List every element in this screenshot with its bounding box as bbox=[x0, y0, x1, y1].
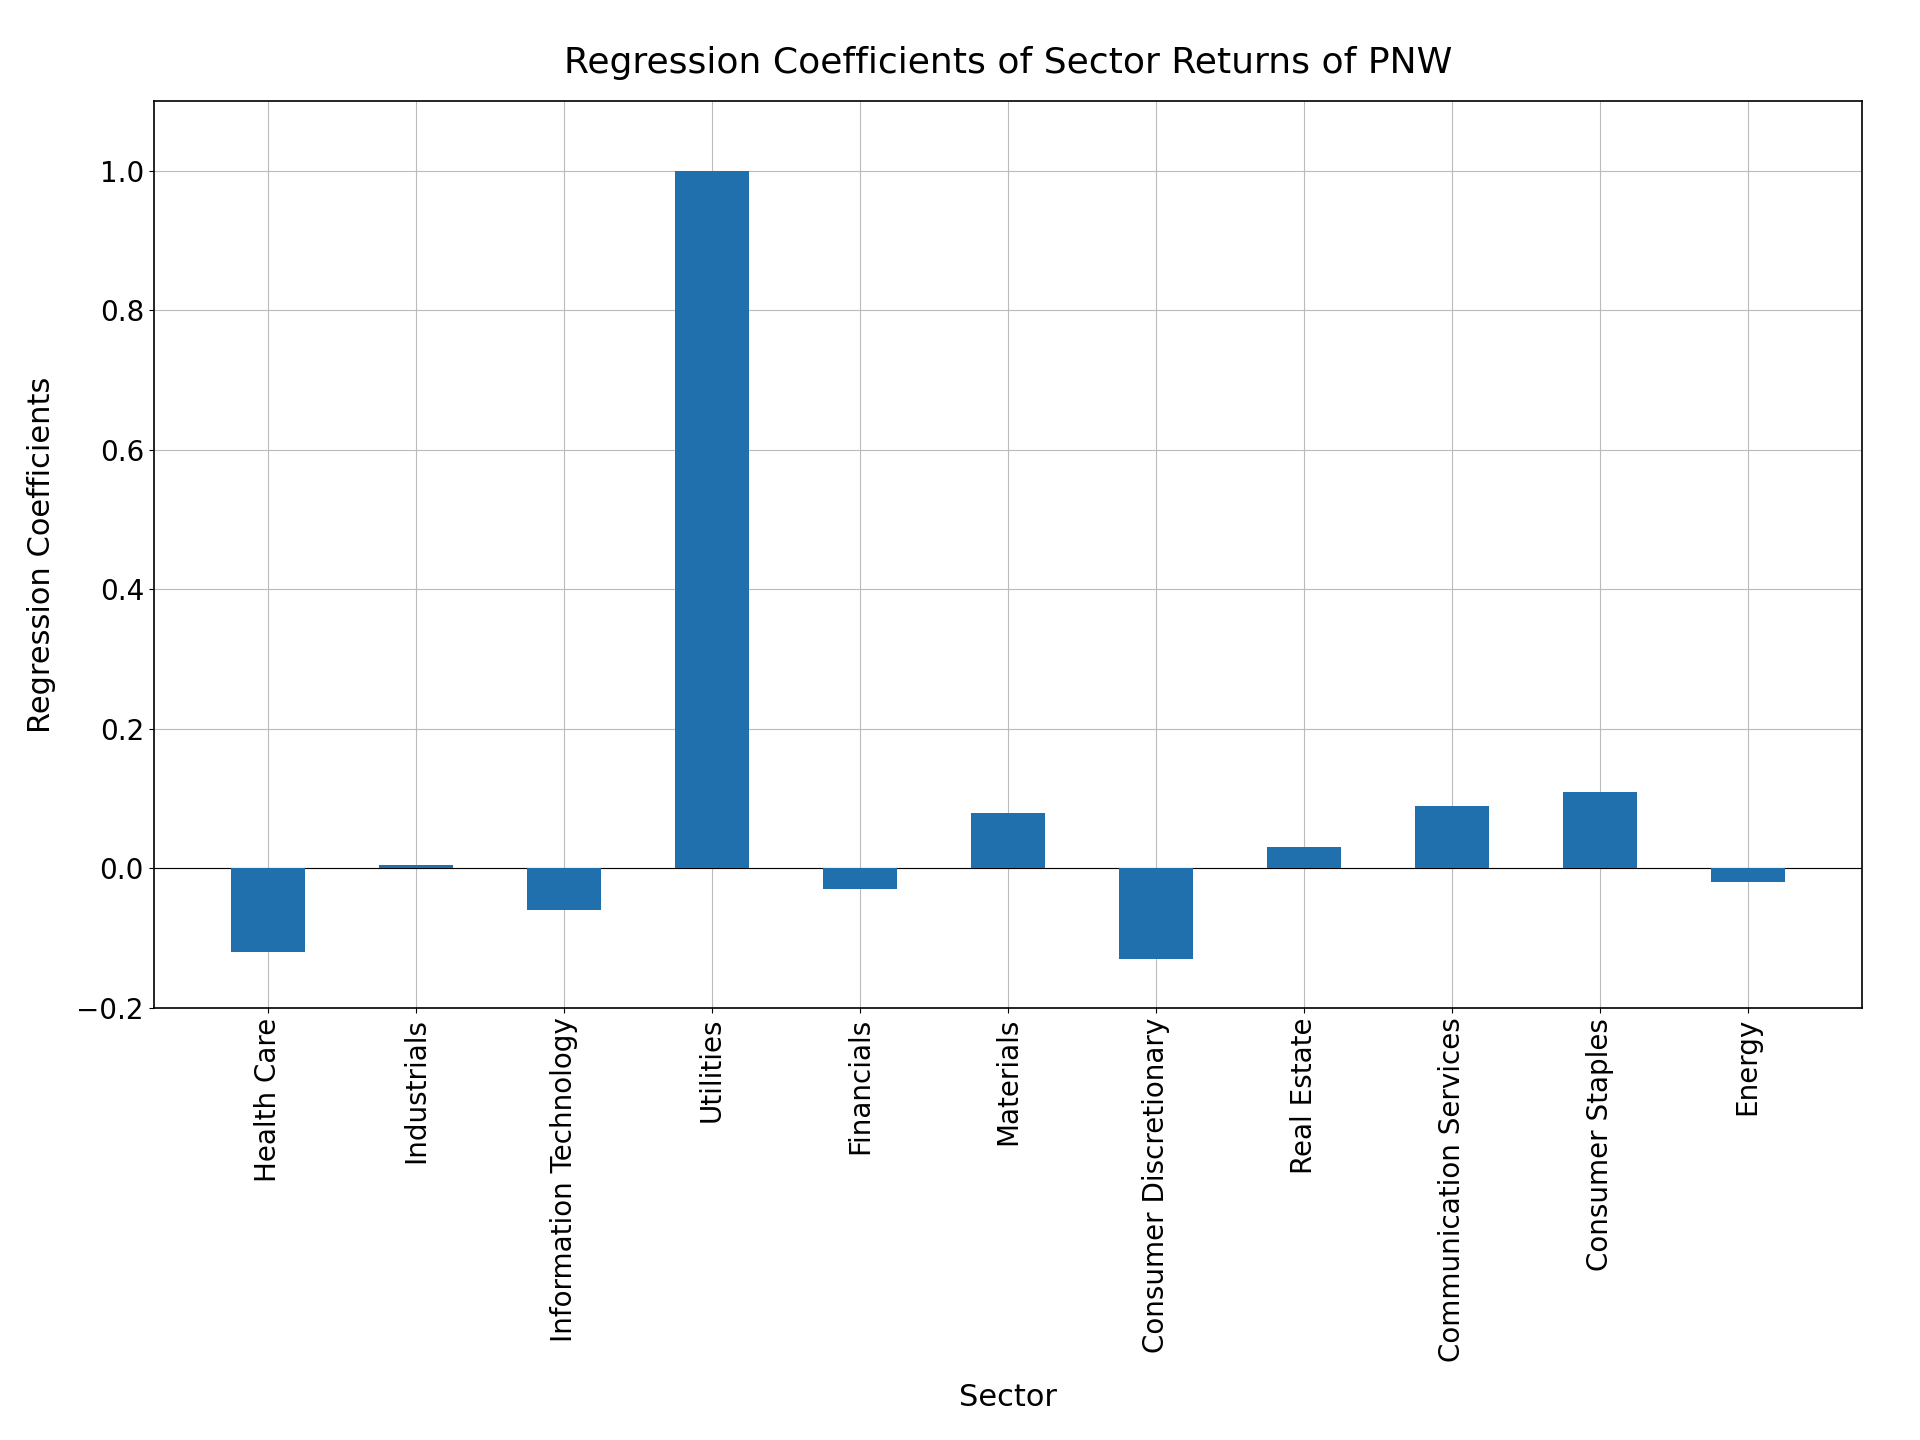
Bar bbox=[972, 812, 1044, 868]
X-axis label: Sector: Sector bbox=[958, 1384, 1058, 1413]
Bar bbox=[676, 170, 749, 868]
Bar bbox=[1415, 805, 1488, 868]
Bar bbox=[380, 865, 453, 868]
Title: Regression Coefficients of Sector Returns of PNW: Regression Coefficients of Sector Return… bbox=[564, 46, 1452, 81]
Y-axis label: Regression Coefficients: Regression Coefficients bbox=[27, 376, 56, 733]
Bar bbox=[1267, 848, 1340, 868]
Bar bbox=[1119, 868, 1192, 959]
Bar bbox=[1563, 792, 1636, 868]
Bar bbox=[824, 868, 897, 890]
Bar bbox=[230, 868, 305, 952]
Bar bbox=[528, 868, 601, 910]
Bar bbox=[1711, 868, 1786, 883]
